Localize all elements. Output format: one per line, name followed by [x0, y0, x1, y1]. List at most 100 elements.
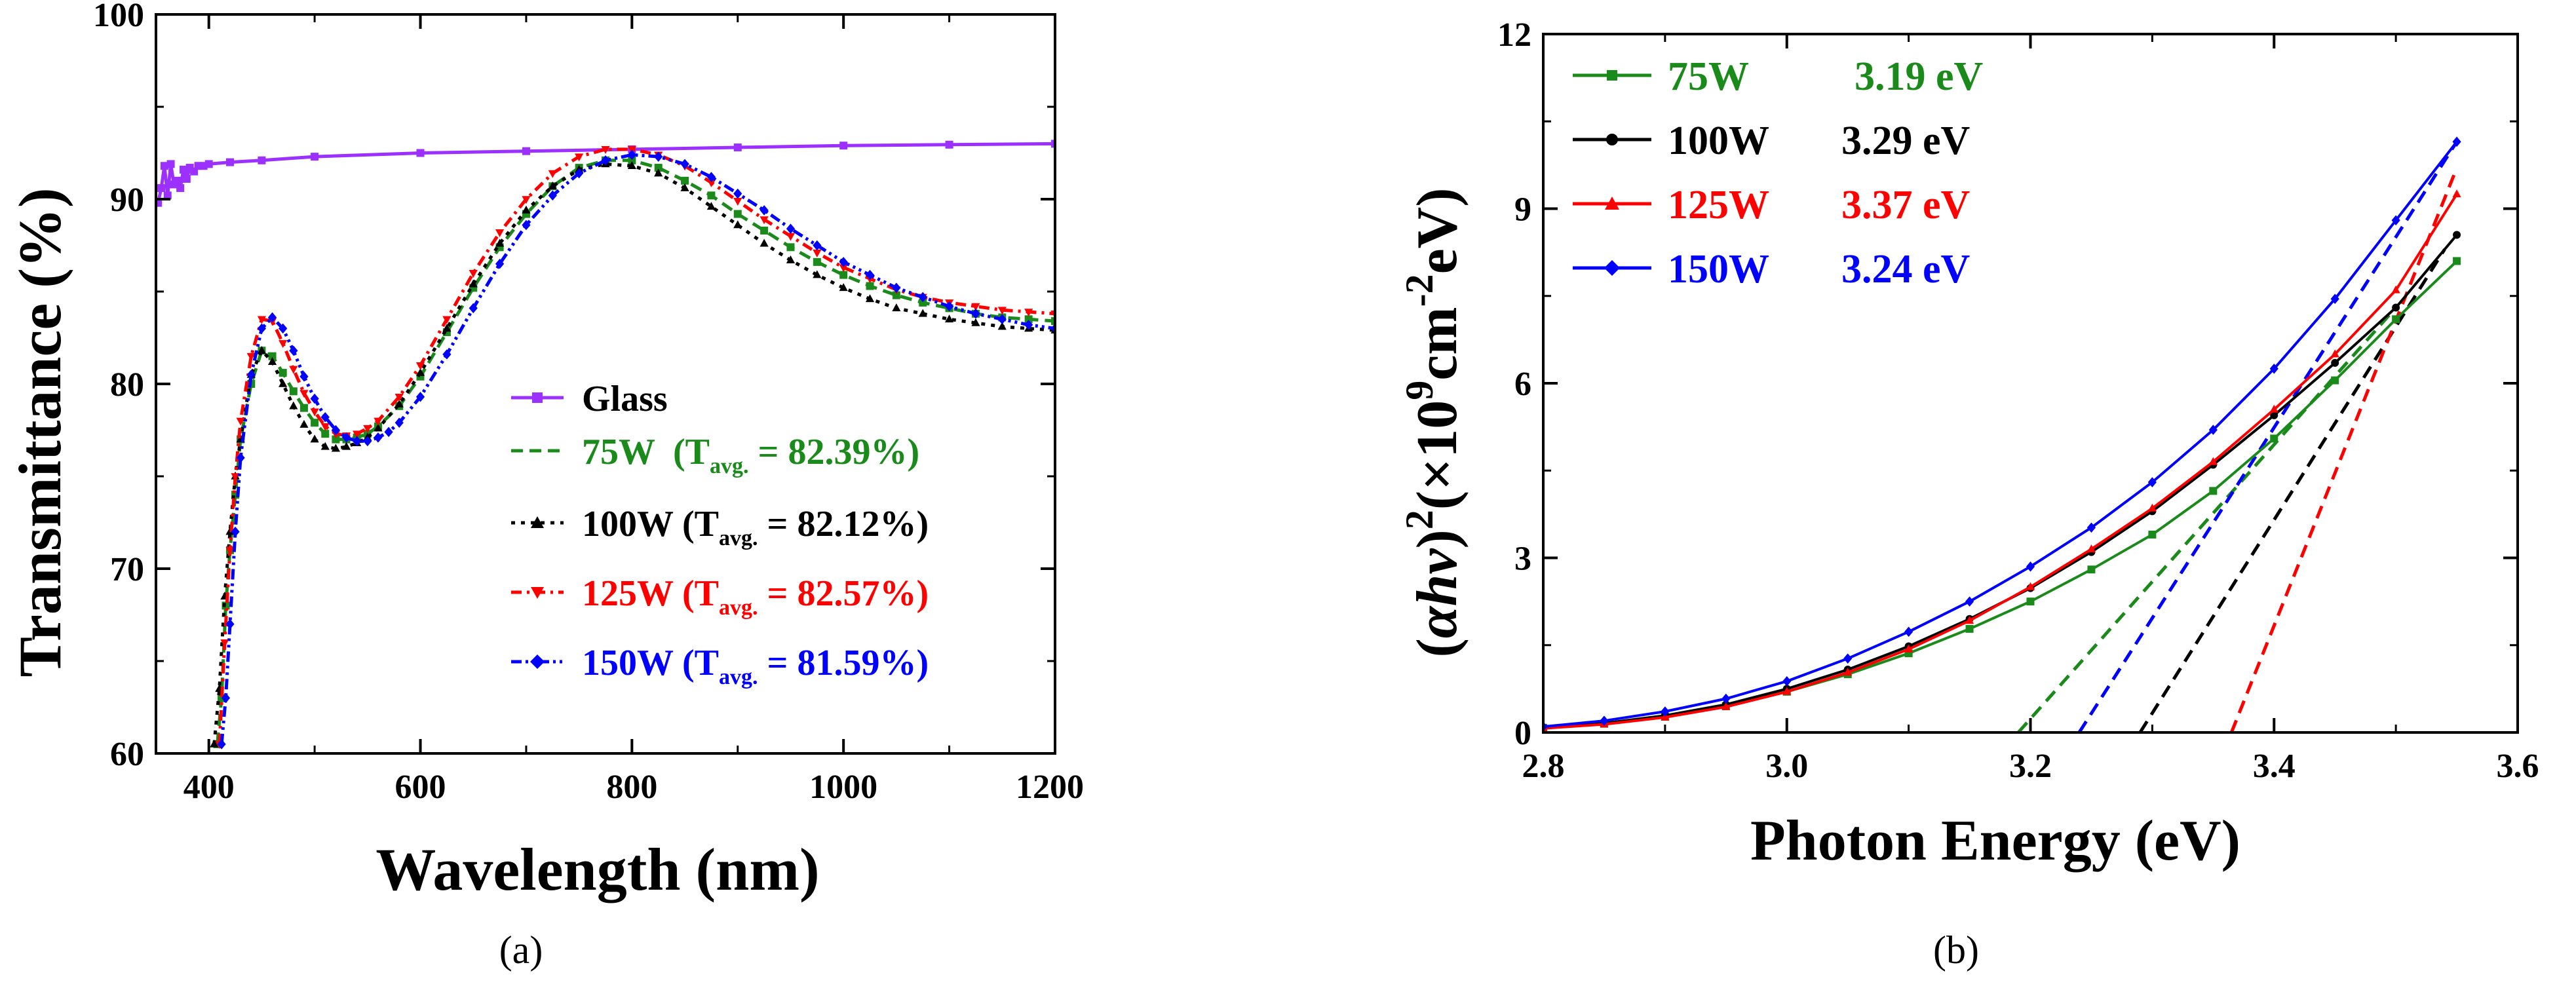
data-point-125w: [813, 249, 822, 257]
series-line-b-125w: [1543, 193, 2458, 730]
data-point-125w: [442, 316, 452, 324]
data-point-150w: [231, 526, 240, 537]
data-point-125w: [575, 153, 584, 162]
data-point-150w: [246, 370, 256, 380]
data-point-125w: [225, 547, 235, 555]
data-point-150w: [575, 168, 584, 179]
data-point-b-75w: [2392, 315, 2400, 324]
data-point-100w: [733, 220, 742, 229]
tick-layer-b: 0 3 6 9 12 2.8 3.0 3.2 3.4 3.6: [1497, 16, 2539, 785]
data-point-125w: [257, 316, 267, 324]
data-point-150w: [341, 432, 351, 443]
x-tick-label-a: 1000: [809, 768, 877, 806]
data-point-100w: [374, 423, 383, 432]
data-point-150w: [384, 427, 393, 438]
data-point-b-125w: [1904, 644, 1913, 653]
series-layer-b: [1543, 136, 2461, 732]
data-point-100w: [548, 181, 557, 190]
data-point-75w: [299, 404, 308, 412]
data-point-150w: [353, 436, 362, 447]
data-point-150w: [221, 692, 231, 704]
data-point-75w: [628, 156, 636, 164]
data-point-glass: [1051, 140, 1055, 148]
y-tick-label-a: 60: [110, 736, 144, 773]
data-point-b-75w: [2087, 565, 2096, 574]
data-point-100w: [627, 161, 636, 170]
legend-label-75w: 75W (Tavg. = 82.39%): [582, 432, 919, 478]
data-point-100w: [944, 314, 954, 323]
data-point-b-150w: [2208, 425, 2218, 435]
y-axis-title-a: Transmittance (%): [7, 188, 73, 677]
data-point-100w: [289, 401, 298, 409]
data-point-b-125w: [1965, 616, 1974, 624]
data-point-100w: [522, 205, 531, 214]
data-point-b-150w: [1965, 596, 1974, 607]
data-point-150w: [944, 301, 954, 312]
legend-label-125w: 125W (Tavg. = 82.57%): [582, 573, 929, 620]
data-point-75w: [760, 226, 769, 235]
data-point-glass: [945, 140, 953, 149]
data-point-100w: [892, 303, 901, 312]
data-point-100w: [469, 279, 478, 288]
data-point-75w: [289, 387, 298, 396]
data-point-150w: [331, 425, 340, 436]
data-point-75w: [866, 282, 874, 290]
x-tick-label-b: 3.0: [1765, 748, 1808, 785]
data-point-125w: [246, 352, 256, 361]
x-tick-label-b: 3.2: [2009, 748, 2052, 785]
x-tick-label-a: 400: [183, 768, 235, 806]
x-tick-label-b: 3.6: [2497, 748, 2539, 785]
data-point-150w: [706, 172, 716, 182]
data-point-125w: [289, 366, 298, 374]
data-point-150w: [257, 323, 267, 334]
chart-transmittance: 60 70 80 90 100 400 600 800 1000 1200 Transmittan…: [7, 0, 1084, 972]
panel-label-a: (a): [499, 928, 543, 972]
data-point-150w: [469, 303, 478, 314]
y-tick-label-a: 100: [93, 0, 144, 34]
data-point-100w: [495, 238, 505, 247]
data-point-75w: [813, 257, 821, 266]
data-point-150w: [601, 155, 610, 166]
data-point-75w: [681, 176, 689, 185]
data-point-b-125w: [2330, 349, 2339, 358]
data-point-b-100w: [2270, 411, 2278, 419]
legend-label-b-125w: 125W 3.37 eV: [1668, 183, 1970, 227]
data-point-150w: [363, 436, 372, 447]
data-point-125w: [548, 170, 557, 178]
y-tick-label-b: 6: [1514, 366, 1531, 403]
data-point-100w: [971, 318, 980, 326]
data-point-b-150w: [1721, 693, 1731, 704]
data-point-100w: [267, 356, 277, 365]
data-point-glass: [179, 165, 187, 174]
data-point-b-150w: [2026, 561, 2035, 572]
data-point-125w: [839, 264, 848, 273]
data-point-100w: [210, 739, 219, 748]
data-point-75w: [1024, 315, 1033, 324]
data-point-100w: [918, 309, 927, 317]
data-point-b-125w: [2147, 503, 2157, 512]
data-point-125w: [236, 417, 245, 426]
data-point-150w: [786, 223, 796, 234]
plot-frame-a: [155, 13, 1056, 755]
chart-tauc-plot: 0 3 6 9 12 2.8 3.0 3.2 3.4 3.6 (αhν)2(×109cm-2eV)…: [1398, 16, 2539, 972]
data-point-b-125w: [1782, 687, 1792, 695]
data-point-75w: [839, 271, 848, 279]
data-point-100w: [299, 419, 309, 428]
data-point-125w: [495, 229, 505, 237]
data-point-150w: [654, 151, 663, 162]
x-tick-label-a: 600: [395, 768, 446, 806]
data-point-100w: [394, 399, 404, 408]
y-tick-label-a: 80: [110, 366, 144, 404]
fit-line-125w: [2229, 167, 2459, 732]
data-point-b-75w: [1965, 624, 1974, 633]
data-point-glass: [194, 162, 202, 170]
data-point-150w: [289, 345, 298, 356]
series-line-125w: [218, 147, 1055, 745]
data-point-150w: [320, 411, 330, 423]
data-point-glass: [182, 174, 191, 183]
data-point-100w: [279, 379, 288, 387]
data-point-b-125w: [1843, 668, 1853, 676]
data-point-150w: [310, 393, 319, 404]
legend-label-b-150w: 150W 3.24 eV: [1668, 247, 1970, 292]
